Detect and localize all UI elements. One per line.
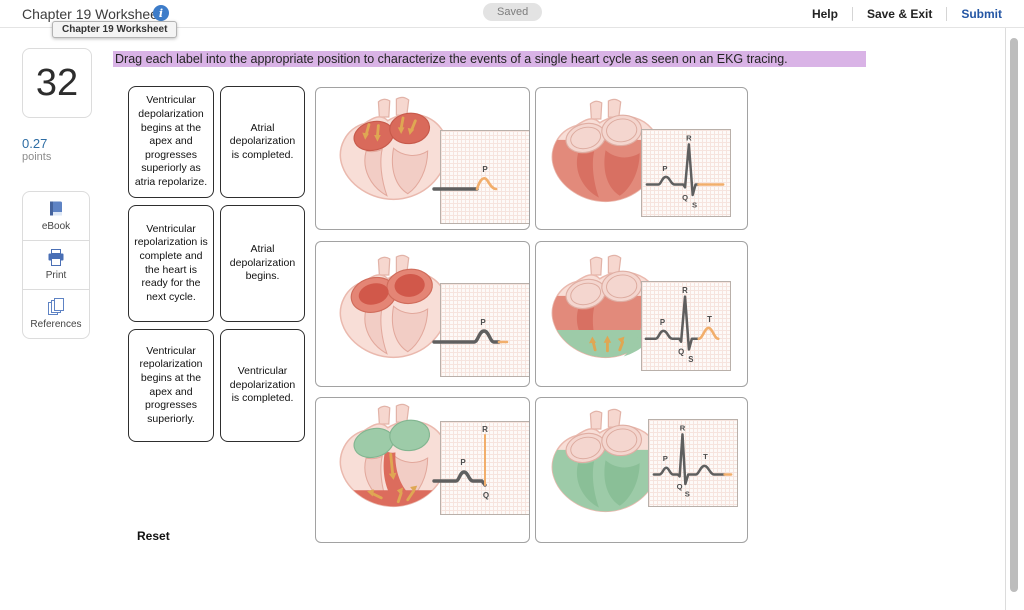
ekg-label-p: P (480, 318, 486, 327)
drag-label-ventricular-depol-completed[interactable]: Ventricular depolarization is completed. (220, 329, 305, 442)
points-label: points (22, 151, 52, 163)
ekg-full-cycle-complete: P R Q S T (648, 419, 738, 507)
question-number: 32 (22, 48, 92, 118)
drop-zone-ventricular-repolarization-complete[interactable]: P R Q S T (535, 397, 748, 543)
heart-ventricles-depolarized-image (551, 98, 661, 203)
references-label: References (30, 319, 82, 330)
ekg-label-p: P (663, 454, 668, 463)
references-button[interactable]: References (22, 289, 90, 339)
ekg-label-r: R (682, 286, 688, 295)
drop-zone-atrial-depolarization-completed[interactable]: P (315, 241, 530, 387)
print-button[interactable]: Print (22, 240, 90, 290)
print-label: Print (45, 270, 67, 281)
saved-status-badge: Saved (483, 3, 543, 21)
heart-septum-depolarizing-image (339, 403, 449, 508)
ekg-label-p: P (662, 164, 667, 173)
ebook-icon (50, 201, 62, 216)
references-icon (48, 298, 64, 315)
ekg-label-t: T (707, 315, 712, 324)
ekg-label-p: P (460, 458, 466, 467)
page-title: Chapter 19 Worksheet (22, 6, 162, 22)
heart-atria-depolarizing-image (339, 96, 449, 201)
ekg-label-p: P (482, 165, 488, 174)
divider (946, 6, 948, 21)
ekg-label-q: Q (678, 347, 684, 356)
ekg-label-t: T (703, 452, 708, 461)
ekg-label-s: S (692, 200, 697, 209)
ekg-label-s: S (688, 355, 693, 364)
heart-apex-repolarizing-image (551, 254, 661, 359)
ekg-p-wave-beginning: P (432, 130, 529, 224)
title-tooltip: Chapter 19 Worksheet (52, 21, 178, 38)
depolarization-arrows-icon (367, 452, 418, 504)
ekg-label-r: R (680, 424, 686, 433)
ekg-p-wave-complete: P (432, 283, 529, 377)
drop-zone-ventricular-depolarization-completed[interactable]: P R Q S (535, 87, 748, 230)
drag-label-atrial-depol-begins[interactable]: Atrial depolarization begins. (220, 205, 305, 322)
drop-zone-atrial-depolarization-begins[interactable]: P (315, 87, 530, 230)
repolarization-arrows-icon (588, 335, 625, 353)
drop-zone-ventricular-depolarization-begins[interactable]: P R Q (315, 397, 530, 543)
ekg-qrs-complete: P R Q S (641, 129, 731, 217)
depolarization-arrows-icon (362, 116, 417, 142)
tool-buttons: eBook Print References (22, 191, 90, 339)
ekg-t-wave-beginning: P R Q S T (641, 281, 731, 371)
divider (851, 6, 853, 21)
info-icon[interactable]: i (153, 5, 169, 21)
drag-label-ventricular-depol-begins[interactable]: Ventricular depolarization begins at the… (128, 86, 214, 198)
ekg-label-q: Q (682, 193, 688, 202)
ekg-label-q: Q (677, 482, 683, 491)
vertical-scrollbar[interactable] (1010, 38, 1018, 592)
ekg-label-r: R (686, 134, 692, 143)
header-actions: Help Save & Exit Submit (812, 0, 1002, 27)
ekg-label-s: S (685, 489, 690, 498)
reset-button[interactable]: Reset (137, 529, 170, 543)
save-exit-button[interactable]: Save & Exit (866, 6, 933, 21)
print-icon (48, 249, 64, 266)
ekg-label-q: Q (483, 491, 489, 500)
help-button[interactable]: Help (811, 6, 838, 21)
heart-ventricles-repolarized-image (551, 408, 661, 513)
drag-label-ventricular-repol-begins[interactable]: Ventricular repolarization begins at the… (128, 329, 214, 442)
instruction-text: Drag each label into the appropriate pos… (113, 51, 866, 67)
drag-label-bank: Ventricular depolarization begins at the… (128, 86, 305, 442)
ebook-label: eBook (41, 221, 71, 232)
ekg-label-p: P (660, 318, 665, 327)
drag-label-atrial-depol-completed[interactable]: Atrial depolarization is completed. (220, 86, 305, 198)
ekg-label-r: R (482, 425, 488, 434)
points-value: 0.27 (22, 136, 48, 151)
ebook-button[interactable]: eBook (22, 191, 90, 241)
drag-label-ventricular-repol-complete[interactable]: Ventricular repolarization is complete a… (128, 205, 214, 322)
content-right-divider (1005, 28, 1006, 610)
drop-zone-ventricular-repolarization-begins[interactable]: P R Q S T (535, 241, 748, 387)
submit-button[interactable]: Submit (961, 6, 1002, 21)
heart-atria-depolarized-image (339, 254, 449, 359)
ekg-qr-rising: P R Q (432, 421, 529, 515)
